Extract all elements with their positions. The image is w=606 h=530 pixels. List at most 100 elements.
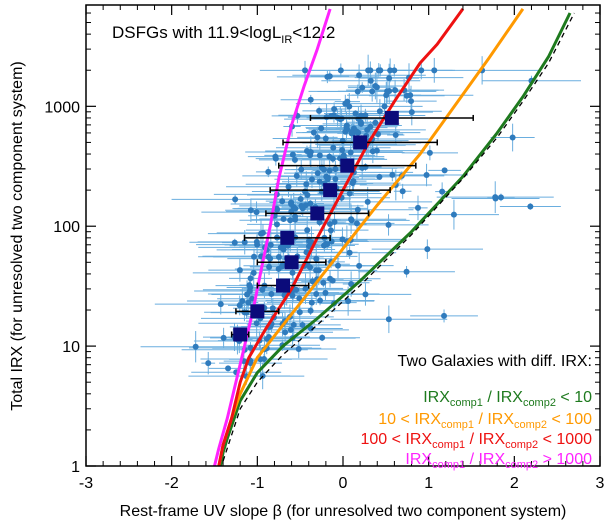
y-tick-label: 1000 (44, 99, 80, 116)
scatter-point (298, 166, 305, 173)
scatter-point (236, 302, 243, 309)
y-tick-label: 100 (53, 219, 80, 236)
scatter-point (376, 173, 383, 180)
scatter-point (307, 264, 314, 271)
scatter-point (342, 100, 349, 107)
curve-irx-comp1-irx-comp2-10 (219, 12, 572, 466)
scatter-point (492, 195, 499, 202)
scatter-point (316, 152, 323, 159)
binned-point (250, 304, 265, 319)
scatter-point (236, 267, 243, 274)
scatter-point (353, 220, 360, 227)
scatter-point (225, 365, 232, 372)
scatter-point (246, 288, 253, 295)
scatter-point (308, 299, 315, 306)
scatter-point (320, 279, 327, 286)
scatter-point (310, 129, 317, 136)
scatter-point (275, 254, 282, 261)
scatter-point (313, 255, 320, 262)
scatter-point (372, 119, 379, 126)
scatter-point (356, 72, 363, 79)
scatter-point (344, 126, 351, 133)
scatter-point (293, 172, 300, 179)
scatter-point (297, 195, 304, 202)
scatter-point (282, 329, 289, 336)
binned-point (310, 206, 325, 221)
scatter-point (423, 172, 430, 179)
y-axis-label: Total IRX (for unresolved two component … (9, 61, 26, 410)
curves-layer (213, 8, 575, 466)
scatter-point (340, 152, 347, 159)
scatter-point (299, 322, 306, 329)
binned-point (284, 255, 299, 270)
scatter-point (353, 128, 360, 135)
scatter-point (304, 191, 311, 198)
scatter-point (220, 334, 227, 341)
scatter-point (418, 67, 425, 74)
scatter-point (327, 227, 334, 234)
scatter-point (307, 96, 314, 103)
scatter-point (332, 176, 339, 183)
scatter-point (385, 221, 392, 228)
scatter-point (316, 219, 323, 226)
binned-point (276, 278, 291, 293)
scatter-point (318, 125, 325, 132)
scatter-point (334, 262, 341, 269)
scatter-point (373, 147, 380, 154)
scatter-point (265, 168, 272, 175)
scatter-point (296, 309, 303, 316)
scatter-point (259, 286, 266, 293)
scatter-point (247, 360, 254, 367)
scatter-point (329, 155, 336, 162)
scatter-point (441, 167, 448, 174)
scatter-point (497, 194, 504, 201)
scatter-point (362, 291, 369, 298)
scatter-point (251, 253, 258, 260)
scatter-point (323, 114, 330, 121)
scatter-point (253, 209, 260, 216)
scatter-point (527, 203, 534, 210)
scatter-point (337, 116, 344, 123)
scatter-point (273, 221, 280, 228)
scatter-point (279, 263, 286, 270)
scatter-point (298, 202, 305, 209)
scatter-point (289, 269, 296, 276)
chart-title: DSFGs with 11.9<logLIR<12.2 (112, 23, 335, 46)
scatter-point (509, 134, 516, 141)
scatter-point (426, 149, 433, 156)
scatter-point (403, 268, 410, 275)
scatter-point (387, 67, 394, 74)
scatter-point (399, 188, 406, 195)
scatter-point (326, 167, 333, 174)
scatter-point (273, 205, 280, 212)
x-tick-label: -2 (165, 475, 179, 492)
scatter-point (302, 285, 309, 292)
legend-entry: 100 < IRXcomp1 / IRXcomp2 < 1000 (360, 431, 592, 451)
scatter-point (322, 240, 329, 247)
y-tick-label: 10 (62, 339, 80, 356)
x-axis-label: Rest-frame UV slope β (for unresolved tw… (120, 503, 567, 520)
binned-layer (230, 110, 474, 342)
scatter-point (424, 246, 431, 253)
scatter-point (253, 320, 260, 327)
scatter-point (307, 152, 314, 159)
scatter-point (243, 309, 250, 316)
scatter-errorbars (140, 54, 581, 390)
scatter-point (322, 289, 329, 296)
scatter-point (332, 166, 339, 173)
scatter-point (322, 135, 329, 142)
scatter-point (355, 115, 362, 122)
scatter-point (280, 215, 287, 222)
scatter-point (364, 198, 371, 205)
scatter-point (330, 144, 337, 151)
scatter-point (313, 291, 320, 298)
scatter-point (326, 73, 333, 80)
scatter-point (324, 176, 331, 183)
scatter-point (362, 112, 369, 119)
legend: Two Galaxies with diff. IRX: IRXcomp1 / … (360, 353, 592, 471)
scatter-point (359, 84, 366, 91)
scatter-point (314, 170, 321, 177)
scatter-point (303, 181, 310, 188)
